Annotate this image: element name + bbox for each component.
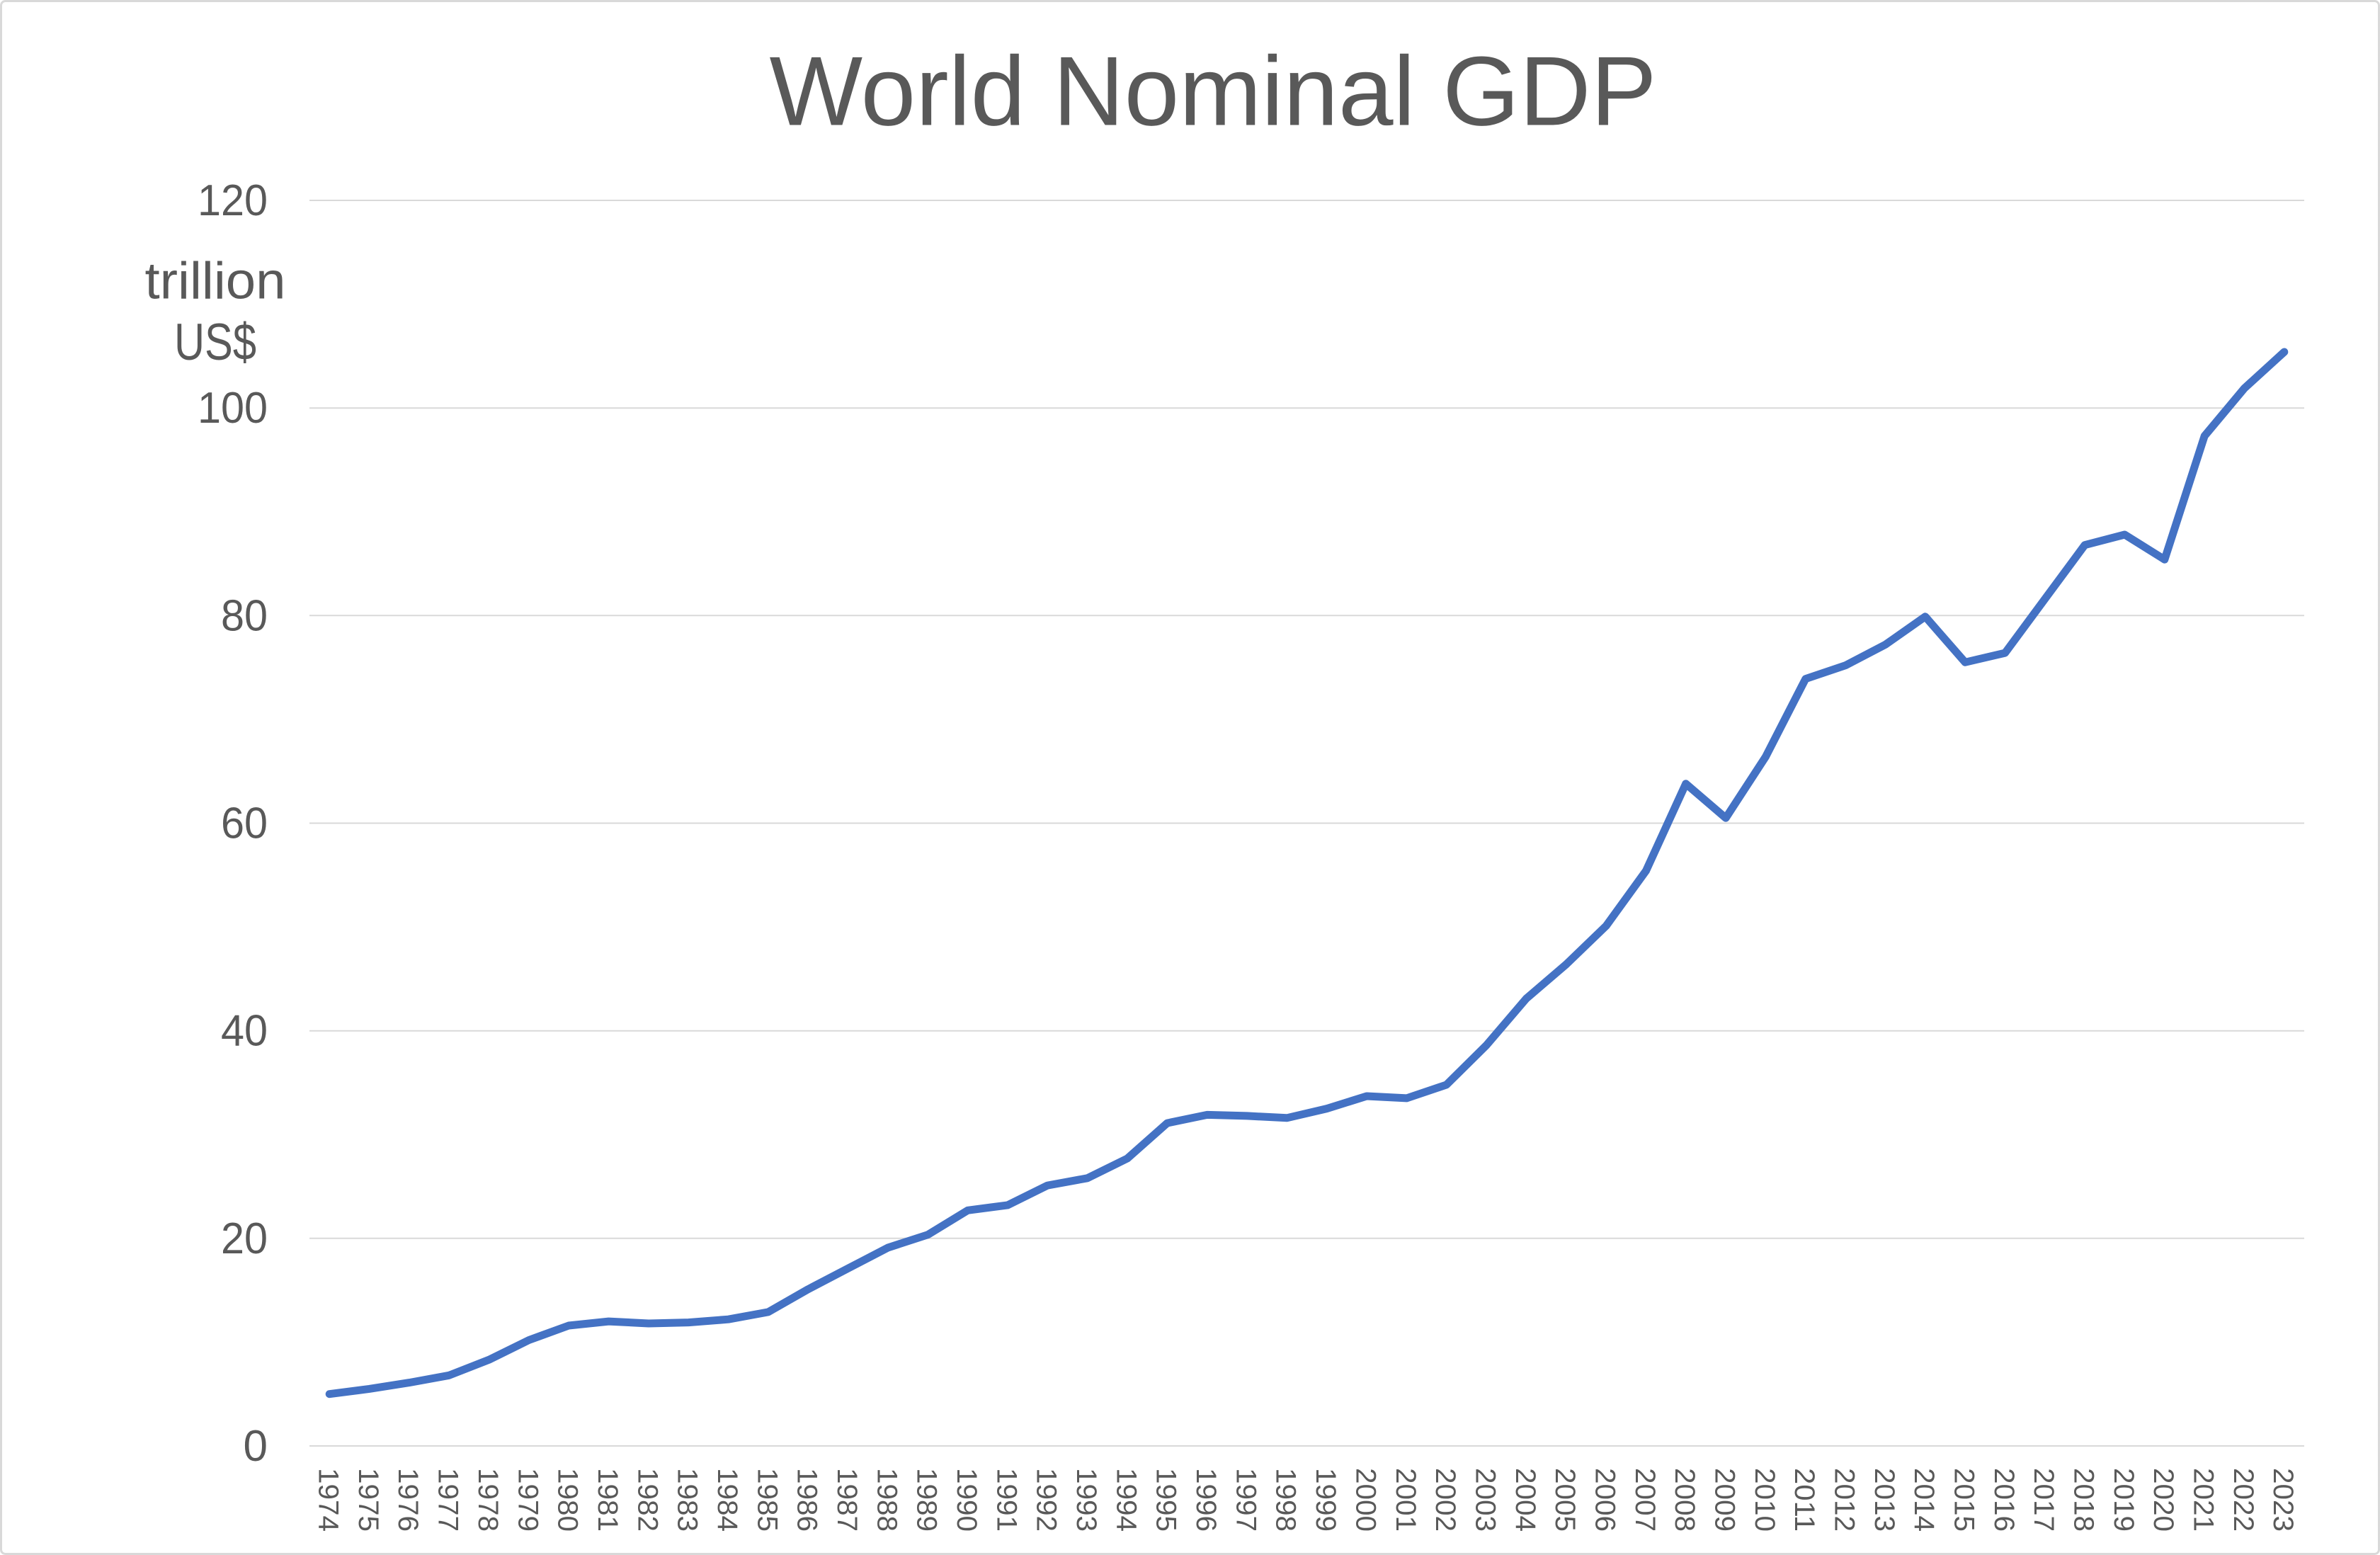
svg-text:1992: 1992 (1031, 1468, 1062, 1532)
svg-text:1995: 1995 (1151, 1468, 1182, 1532)
svg-text:1993: 1993 (1071, 1468, 1102, 1532)
svg-text:20: 20 (221, 1214, 268, 1263)
svg-text:2014: 2014 (1908, 1468, 1940, 1532)
svg-text:1986: 1986 (792, 1468, 823, 1532)
svg-text:1998: 1998 (1270, 1468, 1302, 1532)
svg-text:US$: US$ (174, 314, 256, 371)
svg-text:120: 120 (198, 176, 268, 225)
svg-text:trillion: trillion (145, 253, 286, 310)
svg-text:1999: 1999 (1310, 1468, 1341, 1532)
svg-text:0: 0 (244, 1422, 268, 1471)
svg-text:2016: 2016 (1988, 1468, 2020, 1532)
svg-text:1974: 1974 (313, 1468, 344, 1532)
svg-text:1975: 1975 (353, 1468, 384, 1532)
svg-text:2004: 2004 (1510, 1468, 1541, 1532)
svg-text:80: 80 (221, 591, 268, 640)
svg-text:60: 60 (221, 799, 268, 848)
svg-text:40: 40 (221, 1007, 268, 1056)
svg-text:1978: 1978 (472, 1468, 503, 1532)
svg-text:1985: 1985 (751, 1468, 782, 1532)
svg-text:1987: 1987 (831, 1468, 862, 1532)
svg-text:2020: 2020 (2148, 1468, 2179, 1532)
svg-text:1982: 1982 (632, 1468, 663, 1532)
svg-text:2012: 2012 (1829, 1468, 1860, 1532)
svg-text:2000: 2000 (1350, 1468, 1381, 1532)
svg-text:World Nominal GDP: World Nominal GDP (770, 37, 1657, 147)
svg-text:2019: 2019 (2108, 1468, 2139, 1532)
svg-text:1988: 1988 (871, 1468, 902, 1532)
svg-text:1997: 1997 (1230, 1468, 1261, 1532)
svg-text:2009: 2009 (1709, 1468, 1741, 1532)
svg-text:2023: 2023 (2267, 1468, 2299, 1532)
svg-text:2018: 2018 (2068, 1468, 2100, 1532)
svg-text:2017: 2017 (2028, 1468, 2059, 1532)
svg-text:1979: 1979 (512, 1468, 543, 1532)
svg-text:2006: 2006 (1590, 1468, 1621, 1532)
svg-text:2010: 2010 (1749, 1468, 1780, 1532)
svg-text:2022: 2022 (2228, 1468, 2259, 1532)
svg-text:2001: 2001 (1390, 1468, 1421, 1532)
svg-text:2003: 2003 (1469, 1468, 1501, 1532)
svg-text:1977: 1977 (433, 1468, 464, 1532)
svg-text:1989: 1989 (911, 1468, 943, 1532)
svg-text:1983: 1983 (672, 1468, 703, 1532)
svg-text:2011: 2011 (1789, 1468, 1820, 1532)
svg-text:100: 100 (198, 384, 268, 433)
svg-text:1994: 1994 (1110, 1468, 1141, 1532)
svg-text:2007: 2007 (1629, 1468, 1661, 1532)
svg-text:2013: 2013 (1869, 1468, 1900, 1532)
svg-text:2002: 2002 (1430, 1468, 1461, 1532)
svg-text:1984: 1984 (712, 1468, 743, 1532)
svg-text:1991: 1991 (991, 1468, 1022, 1532)
svg-text:2005: 2005 (1549, 1468, 1581, 1532)
svg-text:1996: 1996 (1190, 1468, 1222, 1532)
svg-text:2015: 2015 (1949, 1468, 1980, 1532)
svg-text:1990: 1990 (951, 1468, 982, 1532)
svg-text:1976: 1976 (392, 1468, 423, 1532)
svg-text:2008: 2008 (1669, 1468, 1700, 1532)
svg-text:2021: 2021 (2188, 1468, 2219, 1532)
svg-text:1980: 1980 (552, 1468, 583, 1532)
svg-text:1981: 1981 (592, 1468, 623, 1532)
